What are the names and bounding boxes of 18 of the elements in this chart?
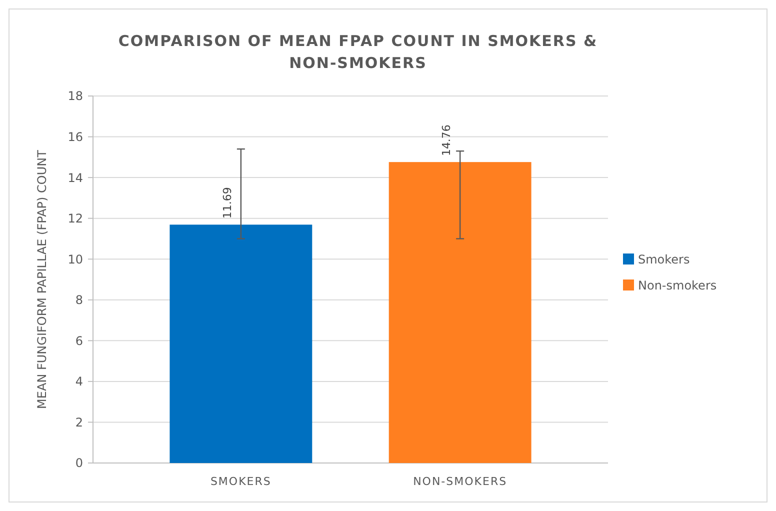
chart-title: COMPARISON OF MEAN FPAP COUNT IN SMOKERS & NON-SMOKERS (118, 32, 598, 72)
data-label: 11.69 (220, 187, 234, 219)
y-tick-label: 18 (68, 89, 83, 104)
y-tick-label: 4 (75, 374, 83, 389)
y-tick-label: 12 (68, 212, 83, 226)
y-tick-label: 0 (75, 456, 83, 470)
legend-label: Smokers (638, 252, 690, 267)
y-tick-label: 10 (68, 252, 83, 266)
y-tick-label: 16 (68, 130, 83, 144)
y-tick-label: 6 (75, 334, 83, 348)
y-tick-label: 8 (75, 293, 83, 308)
x-tick-label: SMOKERS (210, 475, 272, 488)
data-label: 14.76 (440, 124, 454, 156)
y-tick-label: 14 (68, 170, 83, 185)
y-axis-title: MEAN FUNGIFORM PAPILLAE (FPAP) COUNT (35, 149, 49, 409)
x-tick-label: NON-SMOKERS (413, 475, 508, 488)
y-tick-label: 2 (75, 415, 83, 430)
legend-label: Non-smokers (638, 278, 717, 293)
